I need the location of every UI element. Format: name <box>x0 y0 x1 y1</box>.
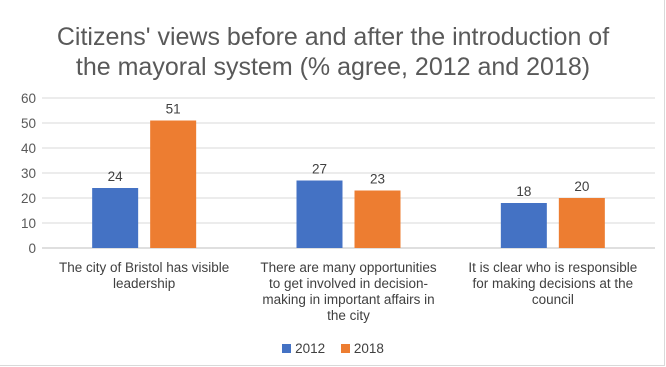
bar-2012 <box>296 180 343 248</box>
data-label-2018: 51 <box>166 102 181 117</box>
bar-2012 <box>500 203 547 248</box>
data-label-2012: 24 <box>108 169 124 184</box>
y-tick-label: 50 <box>21 116 36 131</box>
bar-2018 <box>354 190 401 248</box>
category-label-line: The city of Bristol has visible <box>59 260 230 275</box>
y-tick-label: 60 <box>21 91 36 106</box>
legend: 2012 2018 <box>0 341 666 356</box>
category-label-line: council <box>531 292 574 307</box>
category-label-line: the city <box>327 308 370 323</box>
category-label-line: making in important affairs in <box>262 292 435 307</box>
legend-swatch-2018 <box>340 344 350 353</box>
legend-item-2018: 2018 <box>340 341 384 356</box>
category-label: There are many opportunities to get invol… <box>239 260 459 324</box>
y-tick-label: 10 <box>21 216 36 231</box>
category-label-line: for making decisions at the <box>472 276 634 291</box>
category-label: It is clear who is responsible for making… <box>443 260 663 308</box>
category-label: The city of Bristol has visible leadershi… <box>34 260 254 292</box>
bar-2012 <box>92 188 139 248</box>
legend-label-2012: 2012 <box>295 341 326 356</box>
chart-title-line-1: Citizens' views before and after the int… <box>56 23 610 51</box>
data-label-2012: 18 <box>516 184 531 199</box>
category-label-line: There are many opportunities <box>260 260 437 275</box>
bar-2018 <box>150 120 197 248</box>
category-label-line: to get involved in decision- <box>268 276 429 291</box>
chart-title-line-2: the mayoral system (% agree, 2012 and 20… <box>75 53 591 81</box>
y-tick-label: 40 <box>21 141 36 156</box>
data-label-2018: 20 <box>574 179 589 194</box>
data-label-2012: 27 <box>312 162 327 177</box>
bar-2018 <box>558 198 605 248</box>
y-tick-label: 0 <box>28 241 36 256</box>
y-tick-label: 20 <box>21 191 36 206</box>
category-label-line: leadership <box>113 276 176 291</box>
legend-label-2018: 2018 <box>353 341 384 356</box>
data-label-2018: 23 <box>370 172 385 187</box>
legend-item-2012: 2012 <box>282 341 325 356</box>
y-tick-label: 30 <box>21 166 36 181</box>
legend-swatch-2012 <box>282 344 292 353</box>
category-label-line: It is clear who is responsible <box>468 260 638 275</box>
